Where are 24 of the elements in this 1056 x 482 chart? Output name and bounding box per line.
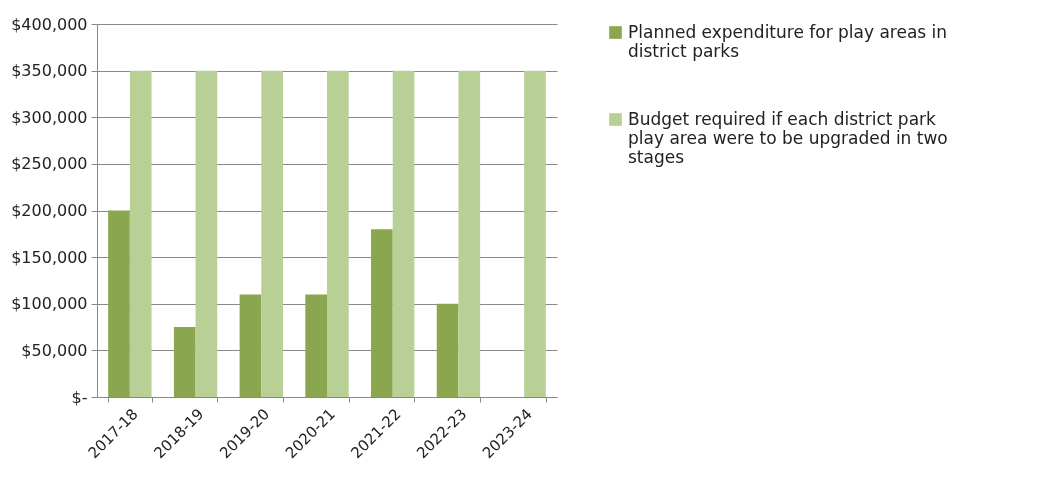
y-tick-label: $350,000 xyxy=(11,61,88,81)
legend-label: Budget required if each district park play area were to be upgraded in two stages xyxy=(628,108,948,167)
y-tick-label: $50,000 xyxy=(21,340,88,360)
bar xyxy=(173,327,196,397)
bar xyxy=(305,294,327,397)
y-tick-label: $- xyxy=(71,387,88,407)
y-tick-label: $200,000 xyxy=(11,201,88,220)
bar xyxy=(239,294,262,397)
bar xyxy=(129,70,152,397)
bar xyxy=(392,70,415,397)
bar xyxy=(436,303,459,397)
bar xyxy=(371,229,393,397)
bar xyxy=(327,70,349,397)
y-tick-label: $100,000 xyxy=(11,294,88,314)
bar xyxy=(524,70,546,397)
y-tick-label: $400,000 xyxy=(11,14,88,34)
bar xyxy=(261,70,283,397)
y-tick-label: $300,000 xyxy=(11,107,88,127)
bar xyxy=(108,210,130,397)
legend-label: Planned expenditure for play areas in district parks xyxy=(628,21,948,61)
y-tick-label: $150,000 xyxy=(11,247,88,267)
y-tick-label: $250,000 xyxy=(11,154,88,174)
bar xyxy=(458,70,481,397)
bar xyxy=(195,70,218,397)
